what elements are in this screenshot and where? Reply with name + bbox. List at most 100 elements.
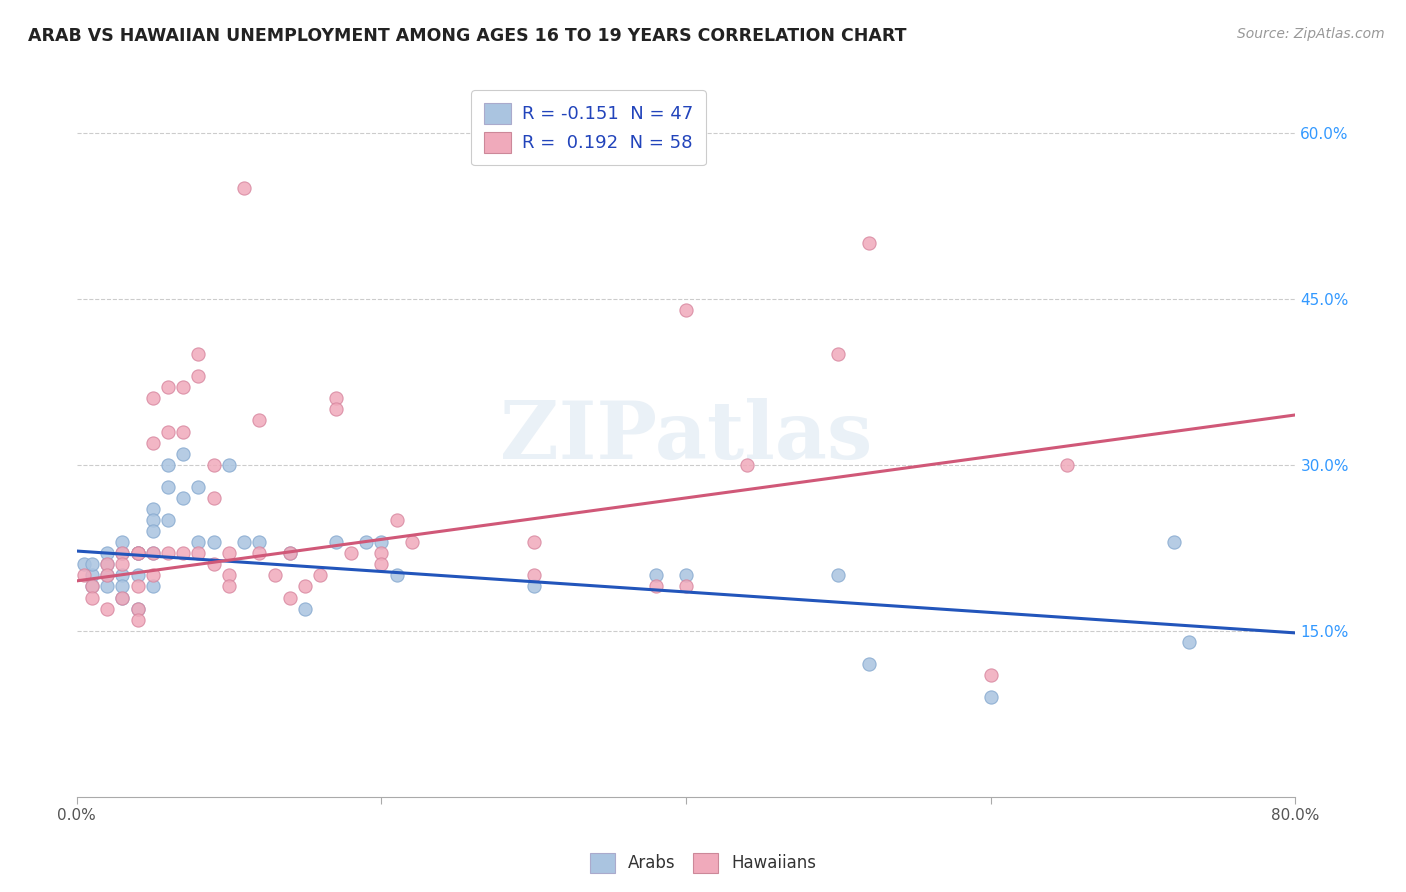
Point: [172, 380, 194, 394]
Point: [96, 546, 118, 560]
Point: [111, 558, 134, 572]
Point: [858, 236, 880, 251]
Point: [827, 347, 849, 361]
Point: [127, 579, 149, 593]
Point: [278, 546, 301, 560]
Point: [142, 546, 165, 560]
Point: [127, 546, 149, 560]
Point: [111, 546, 134, 560]
Point: [247, 546, 270, 560]
Point: [156, 380, 179, 394]
Point: [127, 546, 149, 560]
Point: [644, 568, 666, 582]
Point: [218, 458, 240, 472]
Point: [233, 181, 256, 195]
Point: [354, 535, 377, 549]
Point: [156, 425, 179, 439]
Point: [218, 579, 240, 593]
Point: [187, 347, 209, 361]
Point: [127, 601, 149, 615]
Point: [1178, 634, 1201, 648]
Point: [1056, 458, 1078, 472]
Point: [202, 458, 225, 472]
Point: [142, 524, 165, 538]
Point: [127, 601, 149, 615]
Point: [172, 491, 194, 505]
Point: [127, 613, 149, 627]
Point: [187, 546, 209, 560]
Point: [80, 558, 103, 572]
Point: [309, 568, 332, 582]
Point: [127, 546, 149, 560]
Point: [385, 513, 408, 527]
Point: [278, 546, 301, 560]
Point: [858, 657, 880, 671]
Point: [263, 568, 285, 582]
Point: [202, 491, 225, 505]
Point: [156, 546, 179, 560]
Point: [142, 435, 165, 450]
Point: [127, 568, 149, 582]
Point: [523, 568, 546, 582]
Point: [142, 579, 165, 593]
Point: [96, 579, 118, 593]
Point: [325, 392, 347, 406]
Point: [80, 591, 103, 605]
Point: [218, 568, 240, 582]
Point: [142, 502, 165, 516]
Point: [187, 480, 209, 494]
Point: [111, 568, 134, 582]
Point: [247, 535, 270, 549]
Point: [172, 447, 194, 461]
Point: [96, 558, 118, 572]
Point: [111, 546, 134, 560]
Point: [233, 535, 256, 549]
Point: [1163, 535, 1185, 549]
Point: [156, 513, 179, 527]
Point: [827, 568, 849, 582]
Point: [111, 591, 134, 605]
Point: [278, 591, 301, 605]
Text: Source: ZipAtlas.com: Source: ZipAtlas.com: [1237, 27, 1385, 41]
Point: [370, 558, 392, 572]
Point: [294, 601, 316, 615]
Point: [644, 579, 666, 593]
Point: [73, 568, 96, 582]
Point: [96, 568, 118, 582]
Point: [202, 535, 225, 549]
Point: [523, 579, 546, 593]
Point: [325, 535, 347, 549]
Point: [675, 302, 697, 317]
Point: [187, 369, 209, 384]
Point: [80, 568, 103, 582]
Point: [142, 568, 165, 582]
Point: [80, 579, 103, 593]
Point: [735, 458, 758, 472]
Point: [172, 425, 194, 439]
Point: [980, 668, 1002, 682]
Point: [156, 480, 179, 494]
Legend: Arabs, Hawaiians: Arabs, Hawaiians: [583, 847, 823, 880]
Point: [96, 601, 118, 615]
Text: ARAB VS HAWAIIAN UNEMPLOYMENT AMONG AGES 16 TO 19 YEARS CORRELATION CHART: ARAB VS HAWAIIAN UNEMPLOYMENT AMONG AGES…: [28, 27, 907, 45]
Point: [401, 535, 423, 549]
Point: [80, 579, 103, 593]
Point: [340, 546, 363, 560]
Legend: R = -0.151  N = 47, R =  0.192  N = 58: R = -0.151 N = 47, R = 0.192 N = 58: [471, 90, 706, 165]
Point: [980, 690, 1002, 704]
Point: [523, 535, 546, 549]
Point: [73, 558, 96, 572]
Point: [325, 402, 347, 417]
Point: [96, 568, 118, 582]
Point: [675, 568, 697, 582]
Point: [370, 535, 392, 549]
Point: [142, 546, 165, 560]
Point: [187, 535, 209, 549]
Point: [370, 546, 392, 560]
Point: [218, 546, 240, 560]
Point: [111, 535, 134, 549]
Point: [156, 458, 179, 472]
Point: [202, 558, 225, 572]
Point: [247, 413, 270, 427]
Point: [172, 546, 194, 560]
